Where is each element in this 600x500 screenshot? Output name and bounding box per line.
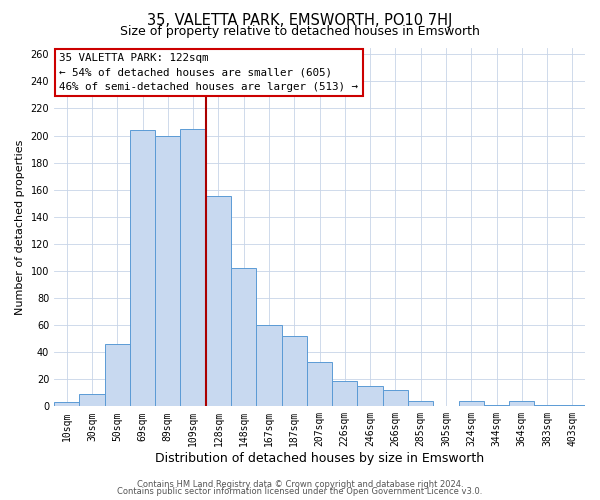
Bar: [130, 130, 155, 406]
Bar: [206, 196, 231, 406]
Bar: [383, 390, 408, 406]
Bar: [332, 380, 358, 406]
Bar: [458, 401, 484, 406]
Bar: [484, 405, 509, 406]
Bar: [281, 336, 307, 406]
Bar: [509, 401, 535, 406]
Text: Size of property relative to detached houses in Emsworth: Size of property relative to detached ho…: [120, 25, 480, 38]
Text: 35 VALETTA PARK: 122sqm
← 54% of detached houses are smaller (605)
46% of semi-d: 35 VALETTA PARK: 122sqm ← 54% of detache…: [59, 53, 358, 92]
Bar: [560, 405, 585, 406]
Bar: [256, 325, 281, 406]
Bar: [358, 386, 383, 406]
Y-axis label: Number of detached properties: Number of detached properties: [15, 139, 25, 314]
Bar: [408, 401, 433, 406]
Text: Contains public sector information licensed under the Open Government Licence v3: Contains public sector information licen…: [118, 487, 482, 496]
Bar: [231, 268, 256, 406]
Bar: [155, 136, 181, 406]
Bar: [535, 405, 560, 406]
X-axis label: Distribution of detached houses by size in Emsworth: Distribution of detached houses by size …: [155, 452, 484, 465]
Bar: [79, 394, 104, 406]
Text: 35, VALETTA PARK, EMSWORTH, PO10 7HJ: 35, VALETTA PARK, EMSWORTH, PO10 7HJ: [148, 12, 452, 28]
Bar: [181, 128, 206, 406]
Bar: [54, 402, 79, 406]
Bar: [104, 344, 130, 406]
Bar: [307, 362, 332, 406]
Text: Contains HM Land Registry data © Crown copyright and database right 2024.: Contains HM Land Registry data © Crown c…: [137, 480, 463, 489]
